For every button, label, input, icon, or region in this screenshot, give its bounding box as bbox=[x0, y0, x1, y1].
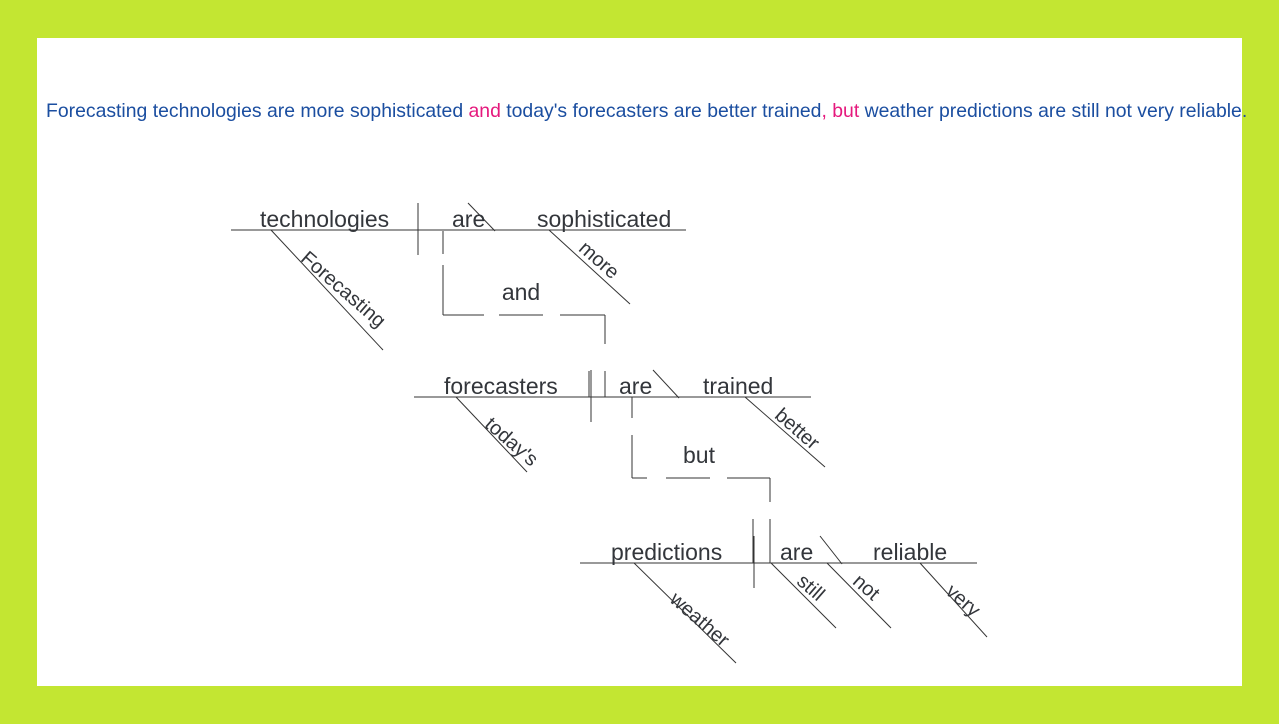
svg-text:weather: weather bbox=[665, 587, 734, 651]
svg-text:Forecasting: Forecasting bbox=[296, 247, 389, 332]
svg-text:trained: trained bbox=[703, 373, 773, 399]
svg-text:predictions: predictions bbox=[611, 539, 722, 565]
svg-text:still: still bbox=[792, 570, 828, 606]
svg-text:very: very bbox=[941, 580, 984, 621]
svg-text:reliable: reliable bbox=[873, 539, 947, 565]
svg-text:sophisticated: sophisticated bbox=[537, 206, 671, 232]
svg-text:not: not bbox=[848, 570, 884, 605]
svg-text:technologies: technologies bbox=[260, 206, 389, 232]
svg-text:and: and bbox=[502, 279, 540, 305]
svg-text:are: are bbox=[619, 373, 652, 399]
svg-text:better: better bbox=[770, 404, 823, 454]
svg-text:today's: today's bbox=[480, 413, 542, 471]
svg-text:forecasters: forecasters bbox=[444, 373, 558, 399]
svg-text:but: but bbox=[683, 442, 716, 468]
svg-text:are: are bbox=[780, 539, 813, 565]
svg-text:are: are bbox=[452, 206, 485, 232]
